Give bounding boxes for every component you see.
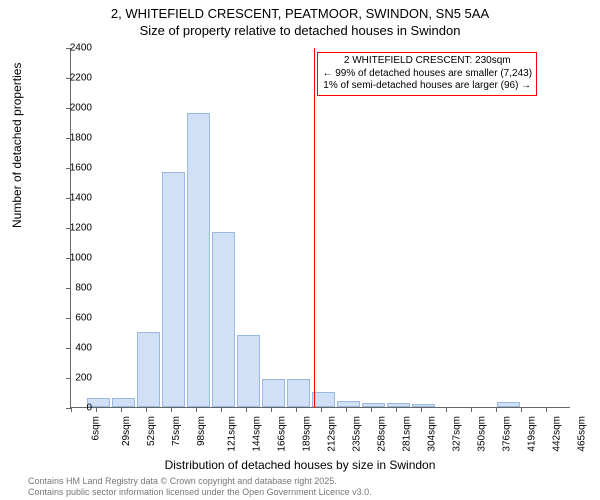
title-line2: Size of property relative to detached ho… xyxy=(0,23,600,38)
x-tick-label: 304sqm xyxy=(427,416,438,452)
plot-region: 2 WHITEFIELD CRESCENT: 230sqm← 99% of de… xyxy=(70,48,570,408)
annotation-line3: 1% of semi-detached houses are larger (9… xyxy=(322,80,532,93)
x-tick xyxy=(246,407,247,412)
x-tick xyxy=(321,407,322,412)
x-tick xyxy=(171,407,172,412)
histogram-bar xyxy=(362,403,385,408)
annotation-line1: 2 WHITEFIELD CRESCENT: 230sqm xyxy=(322,55,532,68)
x-tick-label: 52sqm xyxy=(146,416,157,446)
x-tick-label: 258sqm xyxy=(377,416,388,452)
reference-line xyxy=(314,48,315,407)
x-tick xyxy=(421,407,422,412)
histogram-bar xyxy=(287,379,310,408)
footer-attribution: Contains HM Land Registry data © Crown c… xyxy=(28,476,372,498)
x-tick-label: 98sqm xyxy=(196,416,207,446)
y-tick-label: 0 xyxy=(52,403,92,414)
annotation-line2: ← 99% of detached houses are smaller (7,… xyxy=(322,68,532,81)
histogram-bar xyxy=(387,403,410,407)
x-tick-label: 281sqm xyxy=(402,416,413,452)
histogram-bar xyxy=(112,398,135,407)
y-tick-label: 600 xyxy=(52,313,92,324)
x-tick xyxy=(121,407,122,412)
x-tick-label: 75sqm xyxy=(171,416,182,446)
x-tick-label: 350sqm xyxy=(477,416,488,452)
x-tick-label: 376sqm xyxy=(502,416,513,452)
x-tick xyxy=(521,407,522,412)
x-tick-label: 327sqm xyxy=(452,416,463,452)
chart-title: 2, WHITEFIELD CRESCENT, PEATMOOR, SWINDO… xyxy=(0,0,600,38)
histogram-bar xyxy=(337,401,360,407)
x-tick xyxy=(396,407,397,412)
y-tick-label: 2200 xyxy=(52,73,92,84)
x-tick xyxy=(346,407,347,412)
x-tick xyxy=(271,407,272,412)
y-axis-title: Number of detached properties xyxy=(10,63,24,228)
x-tick xyxy=(96,407,97,412)
x-tick-label: 166sqm xyxy=(277,416,288,452)
reference-annotation: 2 WHITEFIELD CRESCENT: 230sqm← 99% of de… xyxy=(317,52,537,96)
x-tick-label: 29sqm xyxy=(121,416,132,446)
x-tick-label: 235sqm xyxy=(352,416,363,452)
y-tick-label: 800 xyxy=(52,283,92,294)
x-axis-title: Distribution of detached houses by size … xyxy=(0,458,600,472)
histogram-bar xyxy=(312,392,335,407)
y-tick-label: 200 xyxy=(52,373,92,384)
x-tick xyxy=(146,407,147,412)
y-tick-label: 1200 xyxy=(52,223,92,234)
histogram-bar xyxy=(412,404,435,407)
histogram-bar xyxy=(237,335,260,407)
y-tick-label: 1600 xyxy=(52,163,92,174)
y-tick-label: 2000 xyxy=(52,103,92,114)
x-tick-label: 419sqm xyxy=(527,416,538,452)
footer-line1: Contains HM Land Registry data © Crown c… xyxy=(28,476,372,487)
footer-line2: Contains public sector information licen… xyxy=(28,487,372,498)
histogram-bar xyxy=(497,402,520,407)
y-tick-label: 1400 xyxy=(52,193,92,204)
histogram-bar xyxy=(137,332,160,407)
y-tick-label: 1800 xyxy=(52,133,92,144)
histogram-bar xyxy=(212,232,235,408)
title-line1: 2, WHITEFIELD CRESCENT, PEATMOOR, SWINDO… xyxy=(0,6,600,21)
x-tick-label: 6sqm xyxy=(90,416,101,440)
x-tick xyxy=(371,407,372,412)
x-tick xyxy=(221,407,222,412)
x-tick-label: 212sqm xyxy=(327,416,338,452)
histogram-bar xyxy=(262,379,285,408)
x-tick-label: 121sqm xyxy=(227,416,238,452)
x-tick xyxy=(196,407,197,412)
x-tick xyxy=(546,407,547,412)
x-tick xyxy=(446,407,447,412)
y-tick-label: 1000 xyxy=(52,253,92,264)
histogram-bar xyxy=(162,172,185,408)
histogram-bar xyxy=(187,113,210,407)
x-tick xyxy=(296,407,297,412)
x-tick-label: 465sqm xyxy=(577,416,588,452)
x-tick-label: 144sqm xyxy=(252,416,263,452)
x-tick-label: 189sqm xyxy=(302,416,313,452)
chart-area: 2 WHITEFIELD CRESCENT: 230sqm← 99% of de… xyxy=(70,48,570,408)
x-tick-label: 442sqm xyxy=(552,416,563,452)
x-tick xyxy=(496,407,497,412)
y-tick-label: 2400 xyxy=(52,43,92,54)
y-tick-label: 400 xyxy=(52,343,92,354)
x-tick xyxy=(471,407,472,412)
